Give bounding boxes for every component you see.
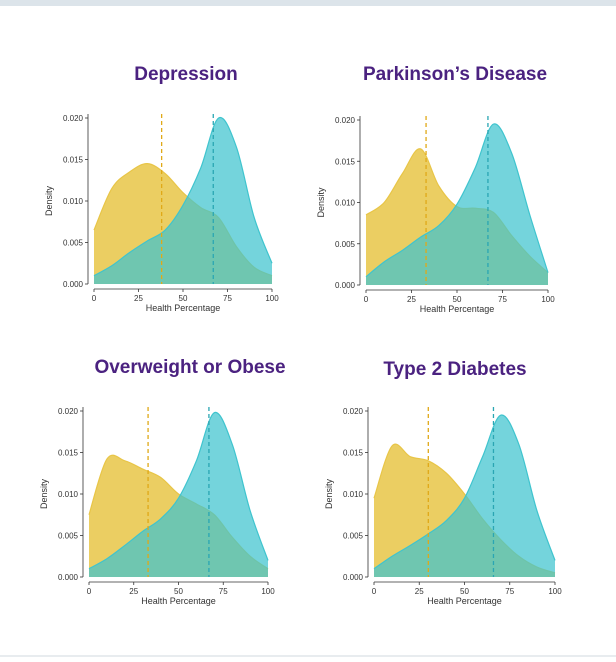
density-line-1 bbox=[93, 116, 273, 277]
y-tick-label: 0.005 bbox=[58, 532, 79, 541]
y-tick-label: 0.010 bbox=[343, 490, 364, 499]
x-tick-label: 100 bbox=[548, 587, 562, 596]
y-tick-label: 0.000 bbox=[63, 280, 84, 289]
x-tick-label: 25 bbox=[415, 587, 424, 596]
top-band bbox=[0, 0, 616, 6]
y-axis-label: Density bbox=[316, 187, 326, 218]
x-axis-label: Health Percentage bbox=[141, 596, 216, 606]
chart-0: 0.000 0.005 0.010 0.015 0.020 0 25 50 75 100 Healt… bbox=[44, 114, 279, 313]
x-tick-label: 100 bbox=[541, 295, 555, 304]
chart-3: 0.000 0.005 0.010 0.015 0.020 0 25 50 75 100 Healt… bbox=[324, 407, 562, 606]
y-tick-label: 0.015 bbox=[63, 156, 84, 165]
x-tick-label: 50 bbox=[460, 587, 469, 596]
y-tick-label: 0.010 bbox=[63, 197, 84, 206]
x-tick-label: 75 bbox=[505, 587, 514, 596]
x-tick-label: 25 bbox=[134, 294, 143, 303]
y-tick-label: 0.000 bbox=[58, 573, 79, 582]
y-axis-label: Density bbox=[44, 185, 54, 216]
y-tick-label: 0.020 bbox=[58, 407, 79, 416]
x-tick-label: 50 bbox=[453, 295, 462, 304]
panel-title-parkinsons: Parkinson’s Disease bbox=[362, 64, 548, 85]
x-tick-label: 50 bbox=[179, 294, 188, 303]
x-tick-label: 0 bbox=[87, 587, 92, 596]
x-tick-label: 50 bbox=[174, 587, 183, 596]
x-tick-label: 25 bbox=[129, 587, 138, 596]
y-tick-label: 0.020 bbox=[63, 114, 84, 123]
y-tick-label: 0.020 bbox=[343, 407, 364, 416]
y-tick-label: 0.005 bbox=[343, 532, 364, 541]
y-tick-label: 0.010 bbox=[335, 199, 356, 208]
y-tick-label: 0.000 bbox=[335, 281, 356, 290]
chart-1: 0.000 0.005 0.010 0.015 0.020 0 25 50 75 100 Healt… bbox=[316, 116, 555, 314]
x-tick-label: 0 bbox=[92, 294, 97, 303]
y-tick-label: 0.000 bbox=[343, 573, 364, 582]
density-line-1 bbox=[373, 414, 556, 570]
y-tick-label: 0.005 bbox=[335, 240, 356, 249]
y-tick-label: 0.020 bbox=[335, 116, 356, 125]
density-line-1 bbox=[365, 123, 549, 278]
x-tick-label: 0 bbox=[372, 587, 377, 596]
x-tick-label: 100 bbox=[261, 587, 275, 596]
x-tick-label: 75 bbox=[223, 294, 232, 303]
x-axis-label: Health Percentage bbox=[146, 303, 221, 313]
panel-title-overweight: Overweight or Obese bbox=[94, 357, 286, 378]
y-axis-label: Density bbox=[39, 478, 49, 509]
x-tick-label: 75 bbox=[219, 587, 228, 596]
panel-title-type2-diabetes: Type 2 Diabetes bbox=[383, 359, 527, 380]
y-tick-label: 0.005 bbox=[63, 239, 84, 248]
y-tick-label: 0.010 bbox=[58, 490, 79, 499]
density-line-1 bbox=[88, 411, 269, 570]
y-axis-label: Density bbox=[324, 478, 334, 509]
bottom-divider bbox=[0, 655, 616, 657]
x-tick-label: 100 bbox=[265, 294, 279, 303]
panel-title-depression: Depression bbox=[134, 64, 238, 85]
density-area-1 bbox=[89, 412, 268, 577]
density-area-1 bbox=[374, 414, 555, 577]
y-tick-label: 0.015 bbox=[343, 449, 364, 458]
x-tick-label: 0 bbox=[364, 295, 369, 304]
y-tick-label: 0.015 bbox=[58, 449, 79, 458]
x-tick-label: 75 bbox=[498, 295, 507, 304]
y-tick-label: 0.015 bbox=[335, 157, 356, 166]
density-area-1 bbox=[94, 117, 272, 284]
chart-2: 0.000 0.005 0.010 0.015 0.020 0 25 50 75 100 Healt… bbox=[39, 407, 275, 606]
x-axis-label: Health Percentage bbox=[427, 596, 502, 606]
x-axis-label: Health Percentage bbox=[420, 304, 495, 314]
x-tick-label: 25 bbox=[407, 295, 416, 304]
